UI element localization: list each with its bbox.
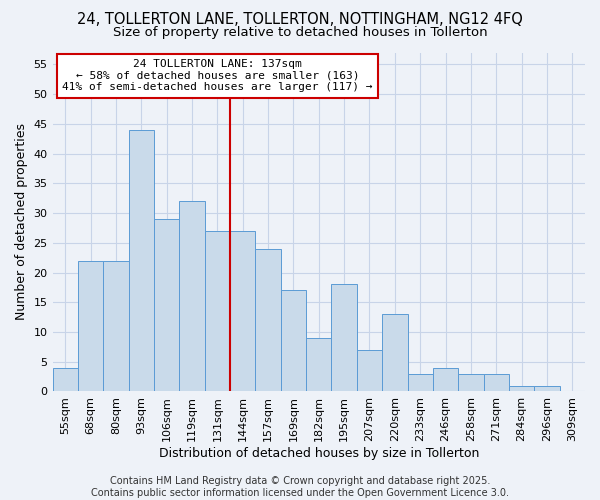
Bar: [230, 231, 256, 392]
Bar: [509, 386, 534, 392]
Bar: [433, 368, 458, 392]
Y-axis label: Number of detached properties: Number of detached properties: [15, 124, 28, 320]
Bar: [103, 260, 128, 392]
Bar: [331, 284, 357, 392]
Text: Size of property relative to detached houses in Tollerton: Size of property relative to detached ho…: [113, 26, 487, 39]
Bar: [484, 374, 509, 392]
Bar: [306, 338, 331, 392]
Bar: [256, 248, 281, 392]
Bar: [281, 290, 306, 392]
Bar: [458, 374, 484, 392]
Bar: [382, 314, 407, 392]
X-axis label: Distribution of detached houses by size in Tollerton: Distribution of detached houses by size …: [158, 447, 479, 460]
Text: 24, TOLLERTON LANE, TOLLERTON, NOTTINGHAM, NG12 4FQ: 24, TOLLERTON LANE, TOLLERTON, NOTTINGHA…: [77, 12, 523, 28]
Bar: [407, 374, 433, 392]
Bar: [154, 219, 179, 392]
Text: Contains HM Land Registry data © Crown copyright and database right 2025.
Contai: Contains HM Land Registry data © Crown c…: [91, 476, 509, 498]
Bar: [179, 201, 205, 392]
Bar: [205, 231, 230, 392]
Bar: [357, 350, 382, 392]
Bar: [128, 130, 154, 392]
Bar: [78, 260, 103, 392]
Bar: [534, 386, 560, 392]
Text: 24 TOLLERTON LANE: 137sqm
← 58% of detached houses are smaller (163)
41% of semi: 24 TOLLERTON LANE: 137sqm ← 58% of detac…: [62, 60, 373, 92]
Bar: [53, 368, 78, 392]
